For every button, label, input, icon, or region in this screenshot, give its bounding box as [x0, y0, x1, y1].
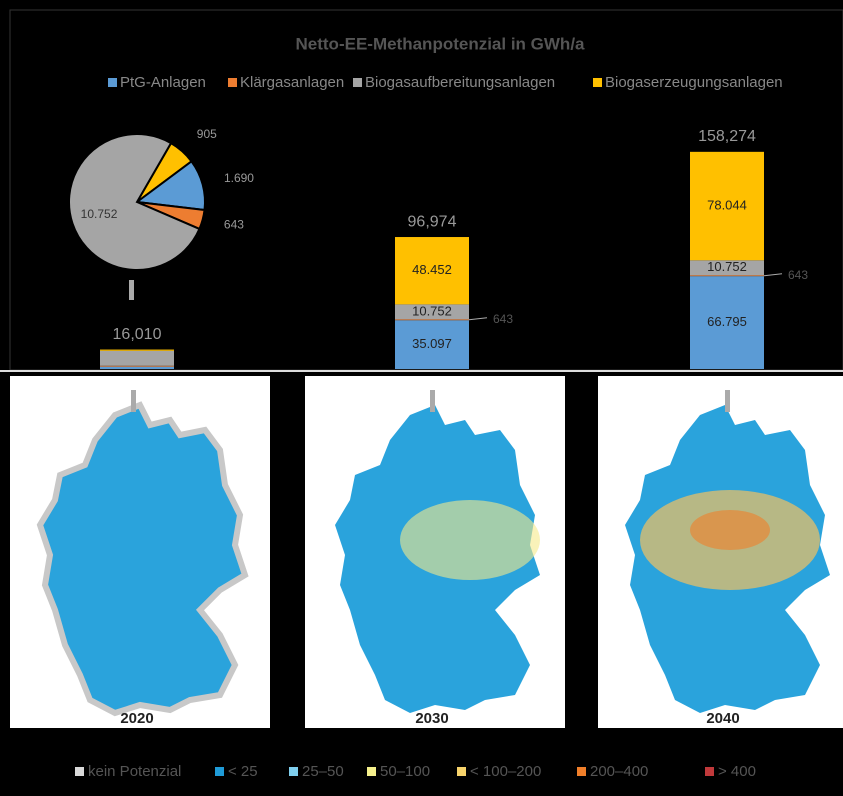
value-label: 643: [493, 312, 513, 326]
legend-swatch: [705, 767, 714, 776]
year-label: 2020: [120, 710, 153, 727]
legend-label: Klärgasanlagen: [240, 74, 344, 91]
legend-label: < 25: [228, 763, 258, 780]
legend-swatch: [289, 767, 298, 776]
bar-segment: [690, 151, 764, 261]
value-label: 66.795: [707, 314, 747, 329]
legend-swatch: [215, 767, 224, 776]
legend-label: Biogasaufbereitungsanlagen: [365, 74, 555, 91]
legend-swatch: [75, 767, 84, 776]
legend-label: 50–100: [380, 763, 430, 780]
total-label: 96,974: [408, 213, 457, 230]
pie-label: 643: [224, 218, 244, 232]
bar-segment: [100, 366, 174, 369]
markers: [129, 280, 730, 412]
legend-label: Biogaserzeugungsanlagen: [605, 74, 783, 91]
legend-swatch: [367, 767, 376, 776]
legend-swatch: [457, 767, 466, 776]
bar-segment: [395, 237, 469, 305]
year-label: 2030: [415, 710, 448, 727]
value-label: 35.097: [412, 336, 452, 351]
map-hotspot: [400, 500, 540, 580]
leader-line: [468, 317, 488, 321]
value-label: 10.752: [707, 259, 747, 274]
bar-segment: [100, 350, 174, 366]
legend-swatch: [593, 78, 602, 87]
bar-segment: [690, 275, 764, 277]
marker: [725, 390, 730, 412]
legend-label: < 100–200: [470, 763, 541, 780]
marker: [430, 390, 435, 412]
value-label: 78.044: [707, 198, 747, 213]
bar-segment: [100, 365, 174, 367]
pie-label: 905: [197, 127, 217, 141]
legend-swatch: [108, 78, 117, 87]
legend-label: > 400: [718, 763, 756, 780]
bar-segment: [395, 320, 469, 369]
pie-label: 1.690: [224, 171, 254, 185]
legend-label: PtG-Anlagen: [120, 74, 206, 91]
map-hotspot: [690, 510, 770, 550]
bar-segment: [100, 349, 174, 351]
bar-segment: [690, 260, 764, 276]
total-label: 16,010: [113, 326, 162, 343]
pie-label: 10.752: [81, 207, 118, 221]
legend-swatch: [577, 767, 586, 776]
bar-segment: [395, 304, 469, 320]
legend-swatch: [353, 78, 362, 87]
legend-swatch: [228, 78, 237, 87]
total-label: 158,274: [698, 128, 756, 145]
map-panels: [10, 376, 843, 728]
legend-label: kein Potenzial: [88, 763, 181, 780]
marker: [129, 280, 134, 300]
marker: [131, 390, 136, 412]
chart-title: Netto-EE-Methanpotenzial in GWh/a: [296, 34, 586, 53]
pie-slice: [68, 133, 201, 271]
bar-segment: [690, 276, 764, 369]
value-label: 10.752: [412, 303, 452, 318]
value-label: 643: [788, 268, 808, 282]
legend-label: 25–50: [302, 763, 344, 780]
year-label: 2040: [706, 710, 739, 727]
value-label: 48.452: [412, 262, 452, 277]
bar-segment: [395, 319, 469, 321]
leader-line: [763, 273, 783, 277]
legend-label: 200–400: [590, 763, 648, 780]
